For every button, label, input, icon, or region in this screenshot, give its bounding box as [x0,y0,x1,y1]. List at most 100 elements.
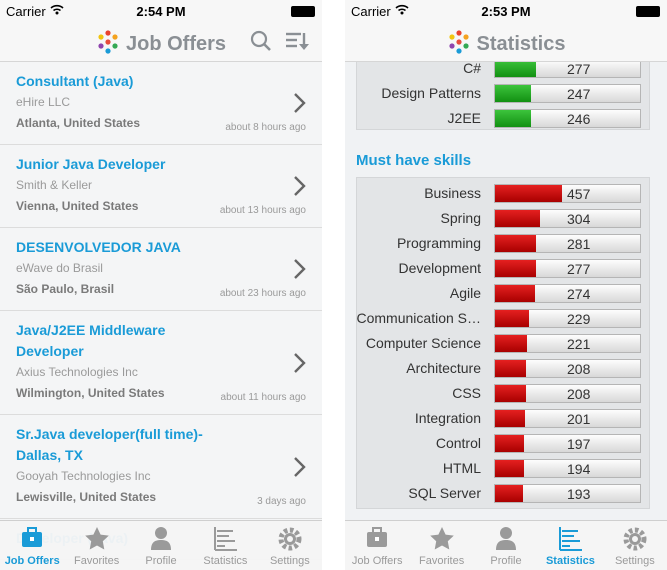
skill-name: Control [435,435,481,451]
value-label: 246 [567,111,591,127]
skill-row: Design Patterns 247 [357,81,649,106]
bar-track [494,334,641,353]
tab-icon [623,527,647,551]
bar [495,110,532,127]
tab[interactable]: Job Offers [345,521,409,570]
value-label: 457 [567,186,591,202]
time: 2:54 PM [136,4,186,19]
bar [495,485,524,502]
value-label: 247 [567,86,591,102]
job-company: Smith & Keller [16,178,93,192]
bar-track [494,409,641,428]
job-title: Junior Java Developer [16,156,166,172]
value-label: 194 [567,461,591,477]
bar [495,210,540,227]
value-label: 281 [567,236,591,252]
value-label: 277 [567,261,591,277]
job-location: Vienna, United States [16,199,139,213]
tab-icon [278,527,302,551]
bar-track [494,209,641,228]
tab-label: Settings [614,555,655,567]
tab-bar: Job Offers Favorites Profile Statistics Sett… [345,520,667,570]
bar [495,435,524,452]
bar-track [494,234,641,253]
job-company: Axius Technologies Inc [16,365,138,379]
job-company: eWave do Brasil [16,261,103,275]
skill-name: C# [463,60,481,76]
bar-track [494,309,641,328]
skill-name: Programming [396,235,481,251]
skill-row: Spring 304 [357,206,649,231]
nav-title: Statistics [476,33,566,55]
chevron [294,176,306,196]
job-posted: about 23 hours ago [219,288,306,299]
sort-button[interactable] [285,30,309,52]
tab-icon [559,527,583,551]
tab-label: Favorites [418,555,465,567]
job-item[interactable]: DESENVOLVEDOR JAVA eWave do Brasil São Pau… [0,228,322,311]
skill-row: Integration 201 [357,406,649,431]
bar [495,460,524,477]
tab-icon [84,527,109,550]
bar-track [494,184,641,203]
tab-label: Settings [269,555,310,567]
bar [495,85,532,102]
tab-label: Profile [490,555,522,567]
skill-name: Integration [414,410,481,426]
job-location: Atlanta, United States [16,116,141,130]
tab[interactable]: Job Offers [0,521,64,570]
skill-row: J2EE 246 [357,106,649,131]
tab-label: Statistics [545,555,595,567]
bar-track [494,284,641,303]
value-label: 201 [567,411,591,427]
job-item[interactable]: Junior Java Developer Smith & Keller Vienn… [0,145,322,228]
top-skills-box: C# 277 Design Patterns 247 J2EE 246 [356,56,650,130]
value-label: 221 [567,336,591,352]
tab[interactable]: Profile [129,521,193,570]
skill-row: Business 457 [357,181,649,206]
value-label: 277 [567,61,591,77]
bar [495,310,529,327]
search-button[interactable] [250,30,272,52]
skill-row: Communication S… 229 [357,306,649,331]
skill-row: Architecture 208 [357,356,649,381]
tab[interactable]: Profile [474,521,538,570]
job-title: Consultant (Java) [16,73,134,89]
tab[interactable]: Favorites [409,521,473,570]
tab-bar: Job Offers Favorites Profile Statistics Sett… [0,520,322,570]
statistics-screen: C# 277 Design Patterns 247 J2EE 246 Must have… [345,0,667,570]
job-title: Sr.Java developer(full time)-Dallas, TX [16,426,203,463]
skill-row: Development 277 [357,256,649,281]
bar-track [494,434,641,453]
job-location: Lewisville, United States [16,490,157,504]
value-label: 193 [567,486,591,502]
skill-name: Communication S… [356,310,482,326]
bar [495,385,526,402]
must-have-skills-box: Business 457 Spring 304 Programming 281 Develo… [356,177,650,509]
tab[interactable]: Settings [603,521,667,570]
tab[interactable]: Settings [258,521,322,570]
nav-title: Job Offers [125,33,227,55]
job-location: Wilmington, United States [16,386,165,400]
skill-row: Control 197 [357,431,649,456]
bar [495,60,536,77]
bar-track [494,484,641,503]
job-item[interactable]: Sr.Java developer(full time)-Dallas, TX G… [0,415,322,519]
job-company: eHire LLC [16,95,71,109]
tab[interactable]: Statistics [538,521,602,570]
time: 2:53 PM [481,4,531,19]
job-item[interactable]: Java/J2EE Middleware Developer Axius Tech… [0,311,322,415]
carrier: Carrier [351,4,391,19]
job-posted: about 11 hours ago [220,392,306,403]
tab-label: Job Offers [351,555,403,567]
logo [448,30,469,54]
job-item[interactable]: Consultant (Java) eHire LLC Atlanta, Unite… [0,62,322,145]
tab[interactable]: Favorites [64,521,128,570]
battery [291,6,315,17]
tab[interactable]: Statistics [193,521,257,570]
tab-label: Profile [145,555,177,567]
tab-icon [151,527,172,550]
chevron [294,259,306,279]
value-label: 197 [567,436,591,452]
